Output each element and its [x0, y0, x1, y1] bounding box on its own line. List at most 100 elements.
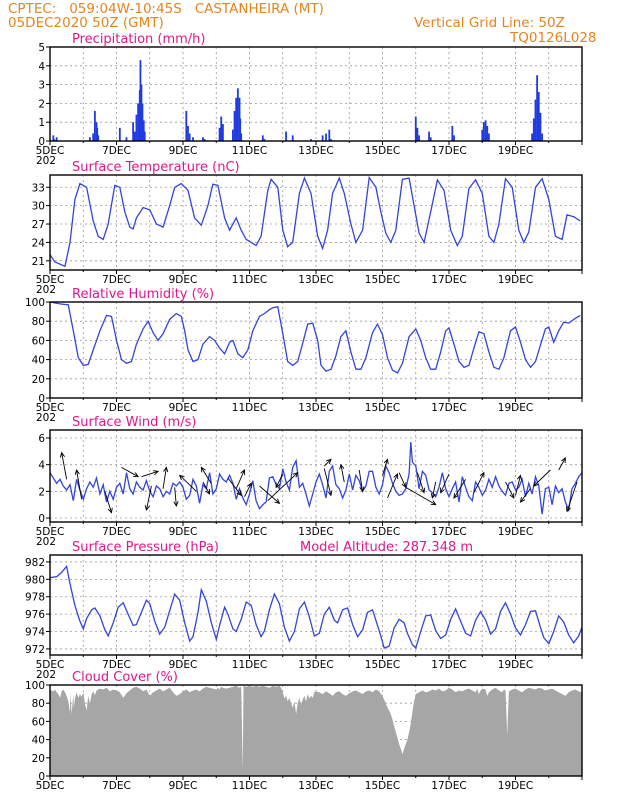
precip-bar	[222, 124, 224, 141]
wind-arrow	[398, 472, 407, 489]
humidity-title: Relative Humidity (%)	[72, 287, 214, 302]
precip-xtick-label: 5DEC	[36, 145, 65, 157]
precip-bar	[414, 116, 417, 141]
precip-bar	[484, 120, 487, 141]
pressure-ytick-label: 982	[25, 557, 45, 569]
precip-bar	[96, 127, 99, 141]
humidity-xtick-label: 13DEC	[298, 402, 333, 414]
wind-arrow	[323, 468, 333, 497]
wind-arrow	[235, 469, 246, 489]
precip-xtick-label: 17DEC	[431, 145, 466, 157]
wind-xtick-label: 13DEC	[298, 526, 333, 538]
precip-bar	[132, 122, 135, 141]
pressure-ytick-label: 980	[25, 574, 45, 586]
wind-arrow	[387, 473, 399, 499]
precip-bar	[231, 129, 234, 141]
pressure-xtick-label: 17DEC	[431, 659, 466, 671]
wind-arrow	[558, 457, 566, 471]
humidity-xtick-label: 9DEC	[169, 402, 198, 414]
cloud-ytick-label: 100	[25, 680, 45, 692]
cloud-panel: 0 20 40 60 80 100 5DEC 7DEC 9DEC 11DEC 13DEC 15DEC 1…	[25, 670, 583, 792]
temperature-year-stub: 202	[36, 284, 56, 296]
precip-bar	[142, 120, 145, 141]
wind-arrow	[519, 488, 531, 503]
precip-bar	[188, 133, 191, 141]
precip-bar	[328, 129, 331, 141]
precip-bar	[125, 137, 128, 141]
pressure-xtick-label: 15DEC	[365, 659, 400, 671]
humidity-panel: 0 20 40 60 80 100 5DEC 7DEC 9DEC 11DEC 13DEC 15DEC 1…	[25, 287, 583, 424]
wind-line	[49, 441, 583, 515]
precip-bar	[89, 137, 91, 141]
precip-bar	[451, 125, 454, 141]
precip-bar	[539, 112, 542, 141]
pressure-ytick-label: 978	[25, 592, 45, 604]
humidity-year-stub: 202	[36, 412, 56, 424]
temperature-xtick-label: 19DEC	[498, 274, 533, 286]
precip-bar	[291, 135, 294, 141]
precip-bar	[137, 103, 140, 141]
wind-arrow	[173, 487, 179, 508]
temperature-xtick-label: 17DEC	[431, 274, 466, 286]
cloud-cover-area	[50, 685, 582, 776]
precip-xtick-label: 13DEC	[298, 145, 333, 157]
precip-ytick-label: 1	[38, 117, 45, 129]
wind-arrow	[358, 469, 365, 493]
wind-arrow	[121, 466, 140, 478]
temperature-xtick-label: 5DEC	[36, 274, 65, 286]
precip-panel: 0 1 2 3 4 5 5DEC 7DEC 9DEC 11DEC 13DEC 15DEC 17DEC 19…	[36, 32, 583, 167]
precip-bar	[321, 135, 324, 141]
grid-note: Vertical Grid Line: 50Z	[414, 15, 565, 31]
precip-bar	[261, 135, 264, 141]
run-date: 05DEC2020 50Z (GMT)	[8, 15, 164, 31]
cloud-xtick-label: 9DEC	[169, 780, 198, 792]
precip-bar	[139, 60, 142, 141]
cloud-ytick-label: 40	[32, 735, 45, 747]
temperature-ytick-label: 24	[32, 237, 46, 249]
precip-bar	[93, 110, 96, 141]
temperature-panel: 21 24 27 30 33 5DEC 7DEC 9DEC 11DEC 13DEC 15DEC 17D…	[32, 160, 583, 296]
humidity-ytick-label: 60	[32, 335, 45, 347]
humidity-ytick-label: 80	[32, 316, 45, 328]
cloud-ytick-label: 0	[38, 771, 45, 783]
temperature-xtick-label: 11DEC	[232, 274, 267, 286]
precip-bar	[118, 127, 121, 141]
cloud-ytick-label: 60	[32, 716, 45, 728]
wind-xtick-label: 5DEC	[36, 526, 65, 538]
precip-bar	[202, 137, 204, 141]
wind-arrow	[440, 473, 450, 494]
cloud-xtick-label: 17DEC	[431, 780, 466, 792]
wind-xtick-label: 11DEC	[232, 526, 267, 538]
wind-ytick-label: 2	[38, 486, 45, 498]
wind-arrow	[227, 477, 242, 497]
precip-bar	[429, 137, 432, 141]
cloud-xtick-label: 19DEC	[498, 780, 533, 792]
wind-arrow	[505, 481, 515, 499]
precip-bar	[240, 133, 243, 141]
precip-xtick-label: 19DEC	[498, 145, 533, 157]
wind-arrow	[405, 486, 437, 506]
precip-bar	[532, 118, 535, 141]
precip-title: Precipitation (mm/h)	[72, 32, 205, 47]
precip-ytick-label: 4	[38, 61, 45, 73]
humidity-xtick-label: 11DEC	[232, 402, 267, 414]
pressure-xtick-label: 11DEC	[232, 659, 267, 671]
wind-arrow	[259, 485, 281, 505]
precip-bar	[218, 127, 221, 141]
wind-ytick-label: 6	[38, 433, 45, 445]
pressure-panel: 972 974 976 978 980 982 5DEC 7DEC 9DEC 11DEC 13DEC…	[25, 540, 583, 681]
wind-arrow	[244, 482, 252, 497]
precip-bar	[325, 133, 327, 141]
wind-arrow	[533, 469, 551, 487]
temperature-ytick-label: 27	[32, 219, 45, 231]
precip-bar	[537, 92, 540, 141]
humidity-xtick-label: 15DEC	[365, 402, 400, 414]
wind-arrow	[267, 471, 299, 501]
precip-xtick-label: 9DEC	[169, 145, 198, 157]
precip-bar	[285, 131, 287, 141]
precip-ytick-label: 2	[38, 98, 45, 110]
wind-xtick-label: 9DEC	[169, 526, 198, 538]
model-label: TQ0126L028	[510, 30, 597, 46]
precip-bar	[185, 110, 188, 141]
